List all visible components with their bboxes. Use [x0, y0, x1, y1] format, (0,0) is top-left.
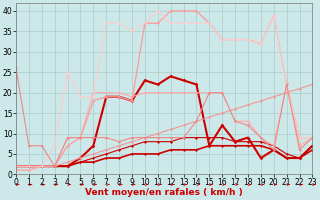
X-axis label: Vent moyen/en rafales ( km/h ): Vent moyen/en rafales ( km/h ) — [85, 188, 243, 197]
